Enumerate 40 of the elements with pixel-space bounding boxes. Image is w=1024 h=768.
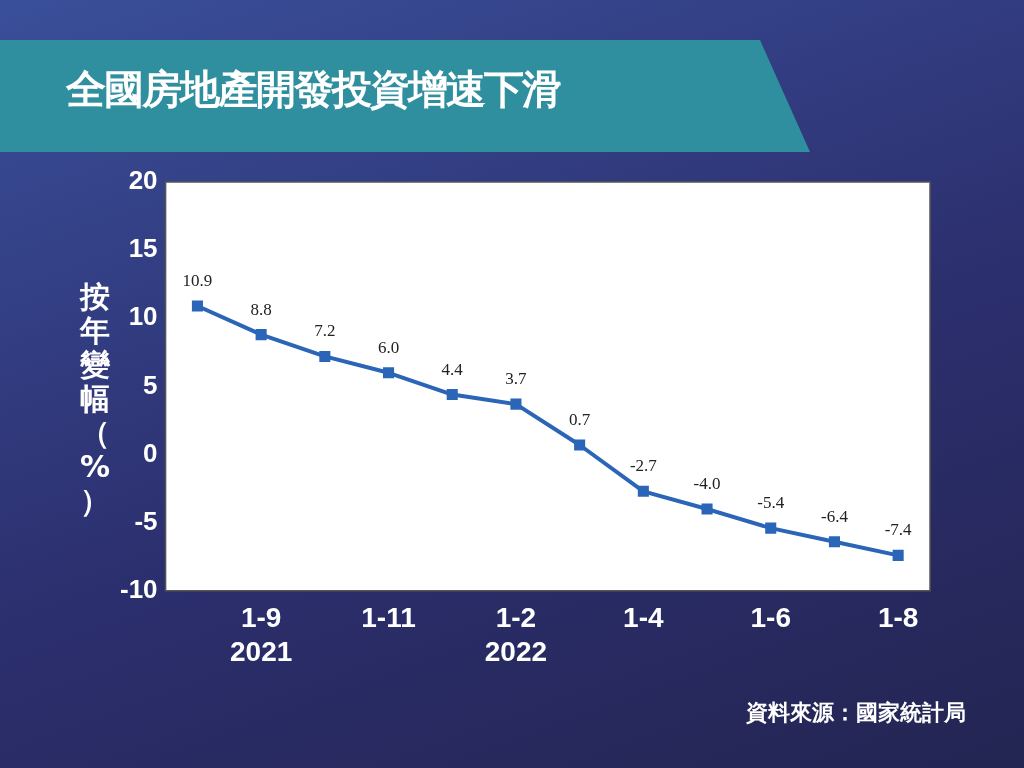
point xyxy=(828,536,840,548)
data-label: 0.7 xyxy=(569,409,591,429)
point xyxy=(383,367,395,379)
data-label: 3.7 xyxy=(505,369,528,389)
point xyxy=(892,549,904,561)
y-axis-title: 按年變幅（%） xyxy=(78,279,112,518)
data-label: -2.7 xyxy=(629,456,658,476)
data-label: -7.4 xyxy=(884,520,913,540)
y-tick-label: 0 xyxy=(143,437,158,468)
point xyxy=(255,329,267,341)
data-label: 4.4 xyxy=(441,359,464,379)
x-tick-label: 1-11 xyxy=(361,602,416,634)
point xyxy=(765,522,777,534)
point xyxy=(574,439,586,451)
x-tick-label: 1-9 2021 xyxy=(229,602,293,667)
x-tick-label: 1-4 xyxy=(623,602,664,634)
data-label: 7.2 xyxy=(314,321,336,341)
y-tick-label: 15 xyxy=(128,233,158,264)
data-label: 6.0 xyxy=(377,337,400,357)
y-tick-label: -10 xyxy=(120,573,158,604)
point xyxy=(446,389,458,401)
x-tick-label: 1-2 2022 xyxy=(484,602,548,667)
source-note: 資料來源：國家統計局 xyxy=(746,699,966,727)
point xyxy=(510,398,522,410)
data-label: 8.8 xyxy=(250,299,272,319)
data-label: 10.9 xyxy=(182,270,213,290)
y-tick-label: -5 xyxy=(134,505,158,536)
chart-title: 全國房地產開發投資增速下滑 xyxy=(66,65,560,114)
x-tick-label: 1-6 xyxy=(750,602,791,634)
y-tick-label: 20 xyxy=(128,165,158,196)
point xyxy=(637,485,649,497)
x-tick-label: 1-8 xyxy=(877,602,919,634)
data-label: -5.4 xyxy=(757,493,785,513)
data-label: -6.4 xyxy=(820,506,849,526)
point xyxy=(191,300,203,312)
data-label: -4.0 xyxy=(693,474,721,494)
y-tick-label: 5 xyxy=(143,369,158,400)
point xyxy=(319,350,331,362)
y-tick-label: 10 xyxy=(128,301,158,332)
point xyxy=(701,503,713,515)
